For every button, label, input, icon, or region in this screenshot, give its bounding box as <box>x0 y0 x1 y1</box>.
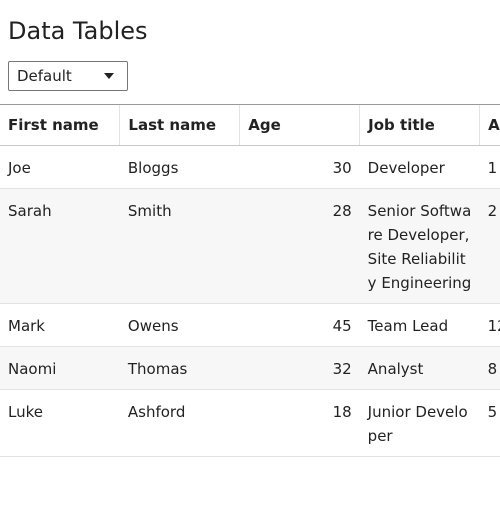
cell-age: 32 <box>239 346 360 390</box>
cell-last: Owens <box>119 303 240 347</box>
cell-address: 8 Side Street <box>479 346 500 390</box>
cell-age: 28 <box>239 188 360 304</box>
cell-first: Sarah <box>0 188 120 304</box>
cell-last: Smith <box>119 188 240 304</box>
cell-address: 5 New Street <box>479 389 500 457</box>
column-header-address[interactable]: Address <box>479 105 500 146</box>
column-header-first[interactable]: First name <box>0 105 121 146</box>
column-header-age[interactable]: Age <box>239 105 361 146</box>
cell-last: Bloggs <box>119 145 240 189</box>
table-row: Sarah Smith 28 Senior Software Developer, S… <box>0 188 500 304</box>
cell-last: Thomas <box>119 346 240 390</box>
column-header-job[interactable]: Job title <box>359 105 481 146</box>
caret-down-icon <box>104 73 114 79</box>
cell-address: 1 Main Street <box>479 145 500 189</box>
cell-job: Senior Software Developer, Site Reliabil… <box>359 188 480 304</box>
cell-age: 45 <box>239 303 360 347</box>
cell-job: Team Lead <box>359 303 480 347</box>
cell-address: 12 Key Street <box>479 303 500 347</box>
cell-address: 2 Main Street <box>479 188 500 304</box>
cell-job: Analyst <box>359 346 480 390</box>
page-title: Data Tables <box>8 17 148 45</box>
select-value: Default <box>17 67 72 85</box>
table-style-select[interactable]: Default <box>8 61 128 91</box>
cell-age: 18 <box>239 389 360 457</box>
cell-job: Junior Developer <box>359 389 480 457</box>
cell-age: 30 <box>239 145 360 189</box>
cell-job: Developer <box>359 145 480 189</box>
column-header-last[interactable]: Last name <box>119 105 241 146</box>
cell-first: Joe <box>0 145 120 189</box>
cell-first: Luke <box>0 389 120 457</box>
cell-first: Mark <box>0 303 120 347</box>
cell-first: Naomi <box>0 346 120 390</box>
cell-last: Ashford <box>119 389 240 457</box>
